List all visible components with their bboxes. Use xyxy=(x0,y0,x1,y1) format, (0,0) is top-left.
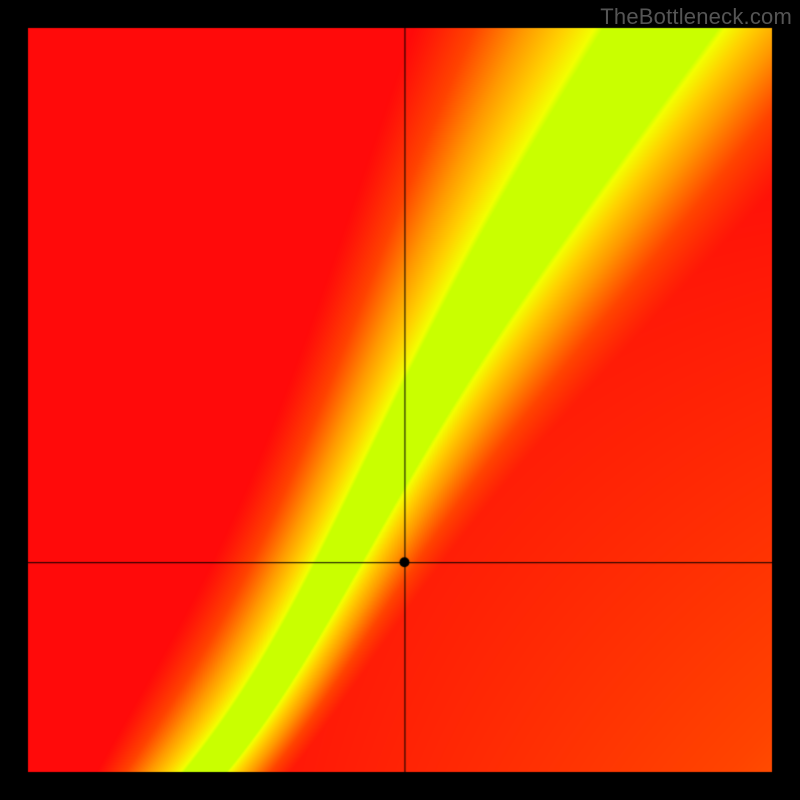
chart-stage: TheBottleneck.com xyxy=(0,0,800,800)
bottleneck-heatmap xyxy=(0,0,800,800)
watermark-label: TheBottleneck.com xyxy=(600,4,792,30)
